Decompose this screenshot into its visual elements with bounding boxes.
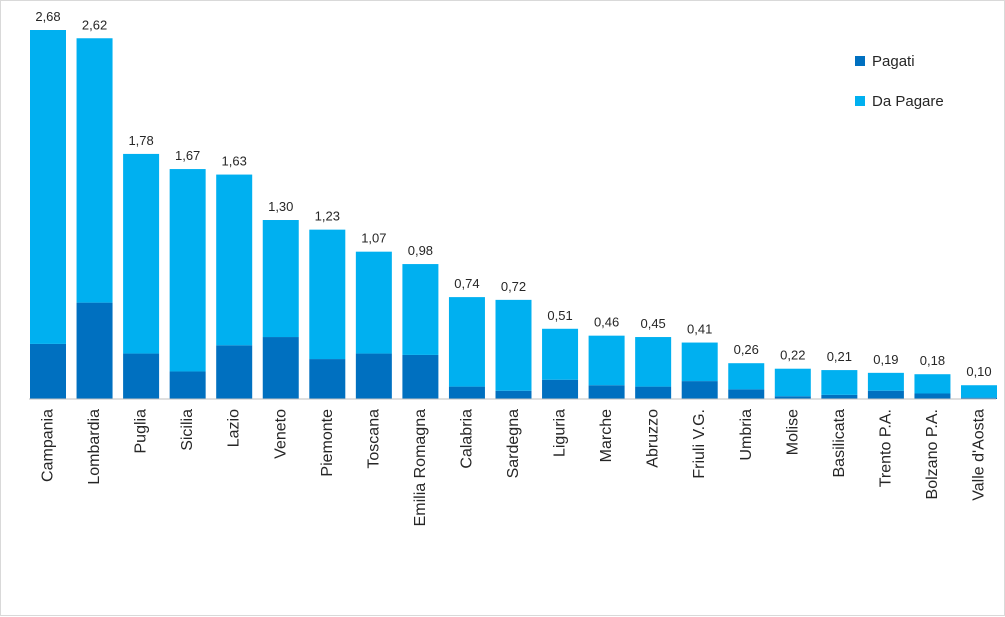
bar-pagati xyxy=(542,379,579,399)
bar-da-pagare xyxy=(961,385,997,398)
bar-pagati xyxy=(821,394,858,399)
total-label: 0,72 xyxy=(501,279,526,294)
total-label: 0,51 xyxy=(547,308,572,323)
bar-da-pagare xyxy=(495,299,532,391)
category-label: Veneto xyxy=(272,409,289,459)
bar-pagati xyxy=(588,385,625,399)
bar-pagati xyxy=(123,353,160,399)
bar-da-pagare xyxy=(542,328,579,380)
total-label: 2,68 xyxy=(35,9,60,24)
category-label: Trento P.A. xyxy=(877,409,894,487)
total-label: 0,19 xyxy=(873,352,898,367)
bar-da-pagare xyxy=(309,229,346,360)
total-label: 1,78 xyxy=(128,133,153,148)
category-label: Calabria xyxy=(458,409,475,469)
category-label: Sicilia xyxy=(179,409,196,451)
bar-pagati xyxy=(681,381,718,399)
bar-da-pagare xyxy=(821,370,858,395)
legend: Pagati Da Pagare xyxy=(855,53,944,110)
category-label: Emilia Romagna xyxy=(412,409,429,526)
total-label: 0,46 xyxy=(594,315,619,330)
bar-da-pagare xyxy=(355,251,392,354)
total-label: 0,41 xyxy=(687,322,712,337)
bars-group xyxy=(30,30,997,399)
category-label: Toscana xyxy=(365,409,382,469)
bar-da-pagare xyxy=(76,38,113,303)
bar-da-pagare xyxy=(402,264,439,355)
bar-da-pagare xyxy=(169,169,206,372)
total-label: 2,62 xyxy=(82,17,107,32)
bar-da-pagare xyxy=(774,368,811,397)
bar-da-pagare xyxy=(681,342,718,382)
total-label: 0,22 xyxy=(780,348,805,363)
bar-pagati xyxy=(635,386,672,399)
bar-da-pagare xyxy=(728,363,765,390)
category-label: Lazio xyxy=(226,409,243,447)
bar-pagati xyxy=(448,386,485,399)
category-label: Friuli V.G. xyxy=(691,409,708,479)
total-label: 0,21 xyxy=(827,349,852,364)
total-label: 0,74 xyxy=(454,276,479,291)
bar-pagati xyxy=(728,389,765,399)
bar-da-pagare xyxy=(30,30,66,344)
bar-da-pagare xyxy=(216,174,253,346)
bar-da-pagare xyxy=(448,297,485,387)
bar-da-pagare xyxy=(123,153,160,354)
category-label: Sardegna xyxy=(505,409,522,478)
total-label: 0,98 xyxy=(408,243,433,258)
category-label: Basilicata xyxy=(831,409,848,478)
bar-pagati xyxy=(355,353,392,399)
bar-da-pagare xyxy=(588,335,625,386)
total-label: 1,67 xyxy=(175,148,200,163)
total-labels-group: 2,68 2,62 1,78 1,67 1,63 1,30 1,23 1,07 0,98 0,74… xyxy=(35,9,991,379)
category-label: Piemonte xyxy=(319,409,336,477)
bar-da-pagare xyxy=(635,337,672,387)
category-label: Valle d'Aosta xyxy=(971,409,988,501)
bar-pagati xyxy=(309,359,346,399)
bar-pagati xyxy=(867,390,904,399)
bar-pagati xyxy=(76,302,113,399)
total-label: 0,26 xyxy=(734,342,759,357)
category-label: Puglia xyxy=(133,409,150,454)
total-label: 1,63 xyxy=(222,154,247,169)
bar-pagati xyxy=(262,337,299,399)
total-label: 0,45 xyxy=(640,316,665,331)
bar-da-pagare xyxy=(914,374,951,394)
total-label: 1,30 xyxy=(268,199,293,214)
legend-swatch-da-pagare xyxy=(855,96,865,106)
category-labels-group: Campania Lombardia Puglia Sicilia Lazio Venet… xyxy=(40,409,988,526)
legend-label-da-pagare: Da Pagare xyxy=(872,93,944,110)
total-label: 1,23 xyxy=(315,209,340,224)
total-label: 0,18 xyxy=(920,353,945,368)
legend-label-pagati: Pagati xyxy=(872,53,915,70)
category-label: Bolzano P.A. xyxy=(924,409,941,499)
bar-pagati xyxy=(402,354,439,399)
bar-pagati xyxy=(495,390,532,399)
bar-pagati xyxy=(774,396,811,399)
bar-pagati xyxy=(216,345,253,399)
category-label: Marche xyxy=(598,409,615,462)
category-label: Lombardia xyxy=(86,409,103,485)
bar-pagati xyxy=(169,371,206,399)
bar-da-pagare xyxy=(262,220,299,338)
bar-pagati xyxy=(30,343,66,399)
bar-pagati xyxy=(961,397,997,399)
category-label: Abruzzo xyxy=(645,409,662,468)
category-label: Molise xyxy=(784,409,801,455)
legend-swatch-pagati xyxy=(855,56,865,66)
bar-pagati xyxy=(914,393,951,399)
total-label: 0,10 xyxy=(966,364,991,379)
category-label: Liguria xyxy=(552,409,569,457)
category-label: Campania xyxy=(40,409,57,482)
bar-da-pagare xyxy=(867,372,904,391)
category-label: Umbria xyxy=(738,409,755,461)
total-label: 1,07 xyxy=(361,231,386,246)
